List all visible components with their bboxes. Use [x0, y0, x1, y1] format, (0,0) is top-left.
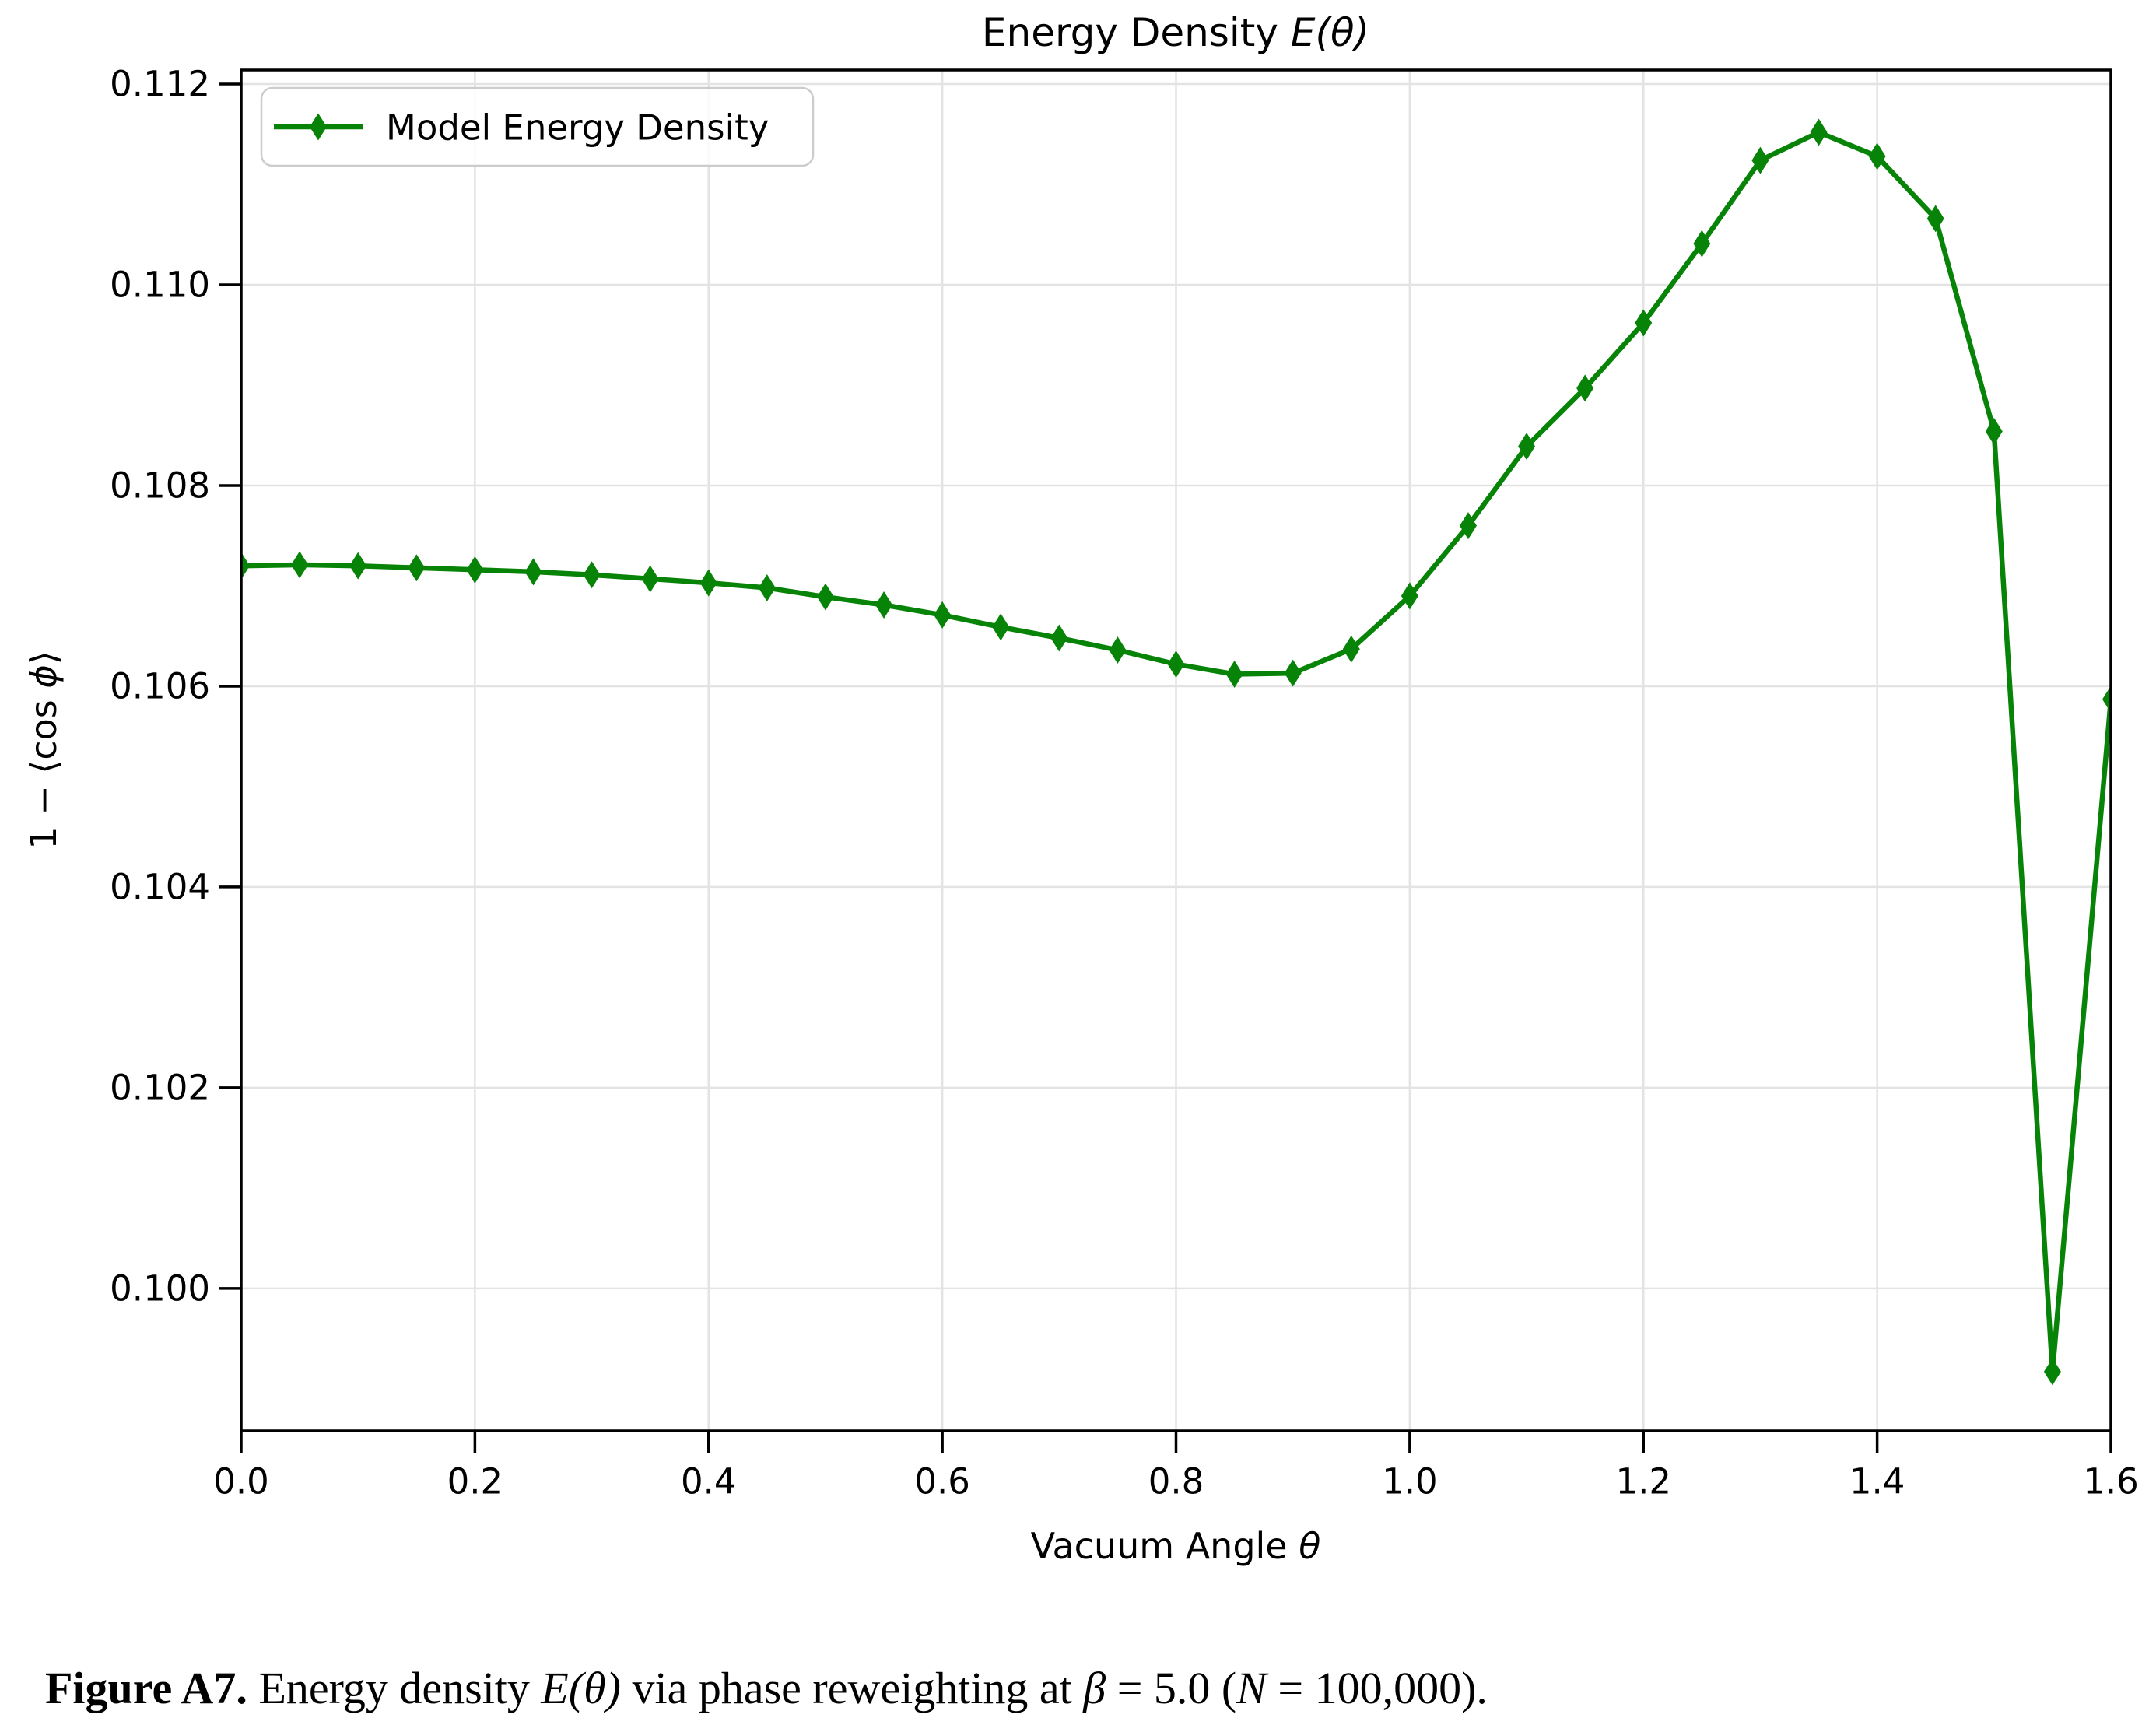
chart-title: Energy Density E(θ) [982, 10, 1369, 55]
data-point-marker [1985, 417, 2003, 445]
data-point-marker [291, 551, 309, 579]
data-point-marker [241, 552, 250, 580]
x-tick-label: 0.8 [1148, 1461, 1204, 1502]
x-tick-label: 0.4 [681, 1461, 737, 1502]
y-tick-label: 0.112 [110, 64, 210, 105]
x-tick-label: 1.6 [2083, 1461, 2139, 1502]
y-axis-label-math: ϕ [23, 664, 65, 688]
caption-math-e: E(θ) [541, 1663, 621, 1713]
data-point-marker [524, 558, 542, 586]
data-point-marker [1459, 512, 1477, 540]
data-point-marker [1751, 146, 1769, 174]
data-point-marker [934, 601, 952, 629]
caption-figure-label: Figure A7. [45, 1663, 247, 1713]
series-model-energy-density [241, 118, 2111, 1386]
x-axis-label-math: θ [1299, 1525, 1320, 1567]
x-tick-label: 0.0 [213, 1461, 269, 1502]
legend-sample-marker-icon [310, 113, 327, 141]
y-axis-label: 1 − ⟨cos ϕ⟩ [23, 650, 65, 849]
data-point-marker [1926, 205, 1944, 233]
y-tick-label: 0.104 [110, 866, 210, 907]
caption-text-4: = 100,000). [1266, 1663, 1488, 1713]
data-point-marker [466, 556, 484, 584]
data-point-marker [816, 583, 834, 611]
data-point-marker [1167, 650, 1185, 678]
legend-frame [260, 86, 815, 167]
caption-math-beta: β [1083, 1663, 1106, 1713]
legend: Model Energy Density [260, 86, 815, 167]
data-point-marker [1225, 660, 1243, 688]
axis-ticks [219, 82, 2112, 1453]
data-point-marker [583, 561, 601, 589]
data-point-marker [1518, 433, 1536, 461]
y-tick-label: 0.102 [110, 1067, 210, 1108]
x-axis-label-text: Vacuum Angle [1031, 1525, 1299, 1567]
data-point-marker [349, 552, 367, 580]
x-tick-label: 1.4 [1849, 1461, 1905, 1502]
data-point-marker [1401, 582, 1418, 610]
figure-caption: Figure A7. Energy density E(θ) via phase… [45, 1662, 2146, 1714]
data-point-marker [408, 554, 426, 582]
x-tick-label: 1.0 [1382, 1461, 1438, 1502]
y-axis-label-text: 1 − ⟨cos [23, 689, 65, 850]
y-tick-label: 0.110 [110, 265, 210, 306]
x-tick-label: 0.6 [914, 1461, 970, 1502]
chart-title-text: Energy Density [982, 10, 1291, 55]
x-axis-label: Vacuum Angle θ [1031, 1525, 1321, 1567]
x-tick-labels: 0.0 0.2 0.4 0.6 0.8 1.0 1.2 1.4 1.6 [213, 1461, 2139, 1502]
y-tick-label: 0.100 [110, 1267, 210, 1309]
data-point-marker [758, 574, 776, 602]
data-point-marker [1693, 230, 1711, 258]
caption-text-2: via phase reweighting at [620, 1663, 1084, 1713]
data-point-marker [1576, 374, 1594, 402]
data-point-marker [1635, 309, 1653, 337]
data-point-marker [641, 565, 659, 593]
gridlines [240, 70, 2112, 1431]
energy-density-chart: 0.0 0.2 0.4 0.6 0.8 1.0 1.2 1.4 1.6 0.1000.1020.… [23, 10, 2139, 1567]
data-point-marker [1342, 635, 1360, 663]
y-tick-labels: 0.100 0.102 0.104 0.106 0.108 0.110 0.112 [110, 64, 210, 1310]
caption-text-1: Energy density [247, 1663, 542, 1713]
legend-entry-label: Model Energy Density [386, 107, 769, 149]
data-point-marker [875, 591, 893, 619]
data-point-marker [1050, 624, 1068, 652]
data-point-marker [1109, 636, 1127, 664]
data-point-marker [1284, 659, 1302, 687]
x-tick-label: 0.2 [447, 1461, 503, 1502]
data-point-marker [1868, 142, 1886, 170]
data-point-marker [1810, 118, 1828, 146]
caption-text-3: = 5.0 ( [1106, 1663, 1237, 1713]
chart-title-math: E(θ) [1291, 10, 1369, 55]
y-tick-label: 0.106 [110, 665, 210, 706]
caption-math-n: N [1236, 1663, 1267, 1713]
data-point-marker [992, 613, 1010, 641]
x-tick-label: 1.2 [1615, 1461, 1671, 1502]
data-point-marker [2043, 1358, 2061, 1386]
y-tick-label: 0.108 [110, 465, 210, 506]
data-point-marker [2102, 685, 2111, 713]
data-point-marker [699, 569, 717, 597]
y-axis-label-suffix: ⟩ [23, 650, 65, 664]
